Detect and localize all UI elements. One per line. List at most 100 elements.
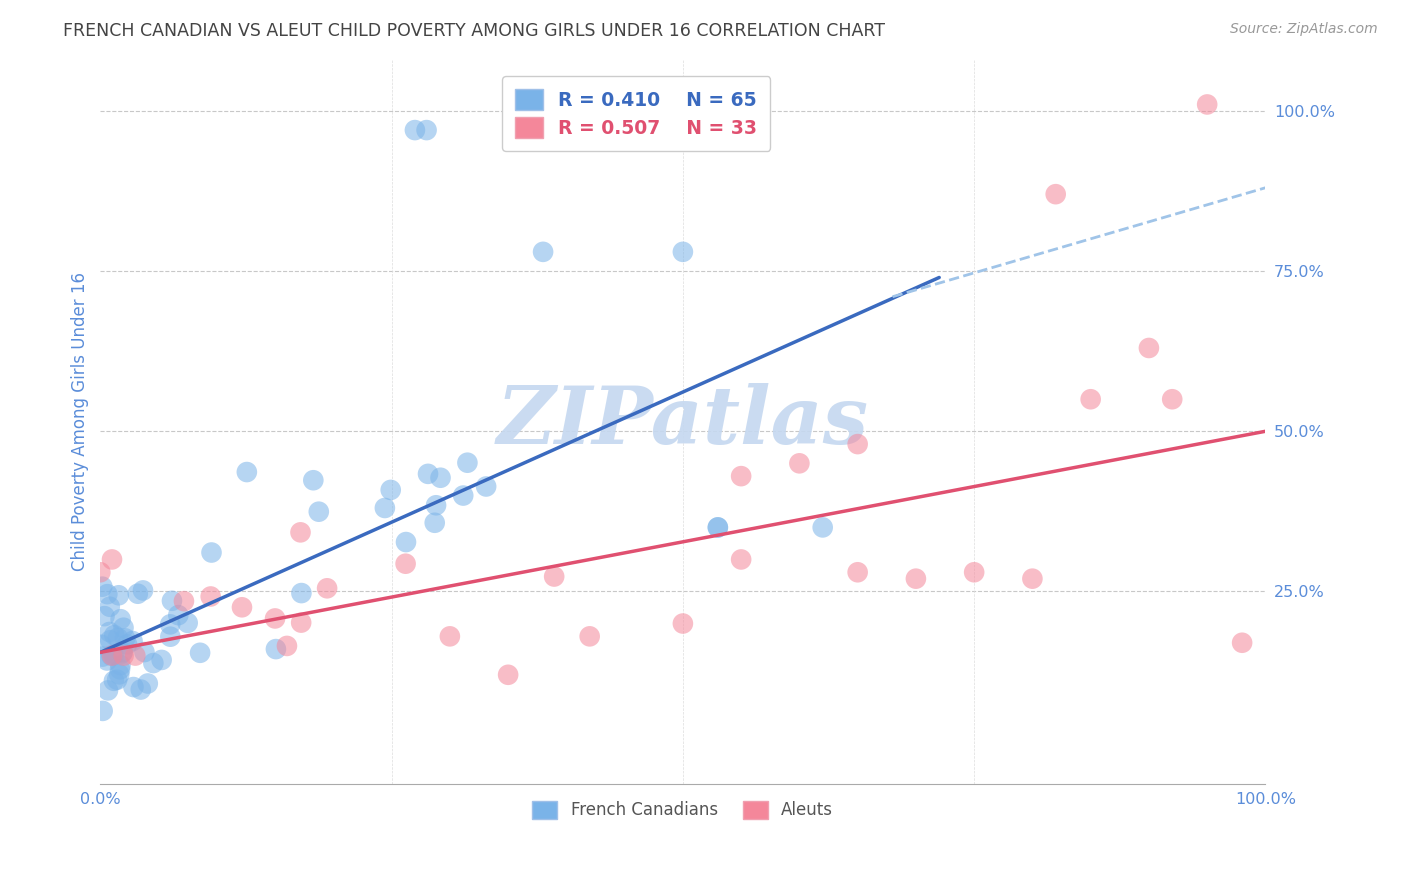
- Aleuts: [1045, 187, 1067, 202]
- French Canadians: [425, 498, 447, 512]
- Aleuts: [1161, 392, 1184, 407]
- French Canadians: [308, 505, 330, 519]
- Aleuts: [112, 648, 135, 663]
- French Canadians: [103, 648, 125, 663]
- French Canadians: [429, 471, 451, 485]
- French Canadians: [97, 683, 120, 698]
- French Canadians: [129, 682, 152, 697]
- Aleuts: [730, 552, 752, 566]
- French Canadians: [122, 680, 145, 694]
- Aleuts: [904, 572, 927, 586]
- French Canadians: [100, 648, 122, 663]
- Aleuts: [290, 525, 312, 540]
- French Canadians: [134, 645, 156, 659]
- French Canadians: [93, 609, 115, 624]
- French Canadians: [416, 467, 439, 481]
- French Canadians: [112, 621, 135, 635]
- French Canadians: [159, 630, 181, 644]
- Aleuts: [846, 566, 869, 580]
- French Canadians: [395, 535, 418, 549]
- Aleuts: [846, 437, 869, 451]
- French Canadians: [115, 637, 138, 651]
- Aleuts: [1080, 392, 1102, 407]
- French Canadians: [91, 580, 114, 594]
- French Canadians: [672, 244, 695, 259]
- Aleuts: [200, 590, 222, 604]
- Text: ZIPatlas: ZIPatlas: [496, 383, 869, 460]
- French Canadians: [111, 647, 134, 661]
- French Canadians: [475, 479, 498, 493]
- French Canadians: [142, 656, 165, 670]
- French Canadians: [103, 673, 125, 688]
- French Canadians: [98, 633, 121, 648]
- French Canadians: [132, 583, 155, 598]
- French Canadians: [96, 653, 118, 667]
- French Canadians: [127, 587, 149, 601]
- French Canadians: [707, 520, 730, 534]
- Aleuts: [231, 600, 253, 615]
- French Canadians: [107, 631, 129, 645]
- French Canadians: [91, 649, 114, 664]
- Aleuts: [1137, 341, 1160, 355]
- Aleuts: [276, 639, 298, 653]
- Aleuts: [543, 569, 565, 583]
- Aleuts: [1230, 636, 1253, 650]
- Text: FRENCH CANADIAN VS ALEUT CHILD POVERTY AMONG GIRLS UNDER 16 CORRELATION CHART: FRENCH CANADIAN VS ALEUT CHILD POVERTY A…: [63, 22, 886, 40]
- French Canadians: [90, 638, 112, 652]
- French Canadians: [96, 587, 118, 601]
- French Canadians: [91, 704, 114, 718]
- French Canadians: [423, 516, 446, 530]
- French Canadians: [114, 632, 136, 646]
- French Canadians: [160, 594, 183, 608]
- French Canadians: [159, 617, 181, 632]
- French Canadians: [531, 244, 554, 259]
- French Canadians: [811, 520, 834, 534]
- French Canadians: [98, 624, 121, 639]
- French Canadians: [167, 608, 190, 623]
- Text: Source: ZipAtlas.com: Source: ZipAtlas.com: [1230, 22, 1378, 37]
- Aleuts: [101, 648, 124, 663]
- Aleuts: [1021, 572, 1043, 586]
- French Canadians: [451, 489, 474, 503]
- French Canadians: [150, 653, 173, 667]
- Aleuts: [672, 616, 695, 631]
- French Canadians: [302, 473, 325, 487]
- Aleuts: [394, 557, 416, 571]
- Aleuts: [789, 456, 811, 470]
- Aleuts: [730, 469, 752, 483]
- French Canadians: [110, 612, 132, 626]
- Aleuts: [316, 582, 339, 596]
- French Canadians: [374, 500, 396, 515]
- Y-axis label: Child Poverty Among Girls Under 16: Child Poverty Among Girls Under 16: [72, 272, 89, 571]
- Aleuts: [173, 594, 195, 608]
- French Canadians: [380, 483, 402, 497]
- Aleuts: [578, 629, 600, 643]
- French Canadians: [456, 456, 478, 470]
- French Canadians: [105, 673, 128, 687]
- French Canadians: [107, 588, 129, 602]
- French Canadians: [108, 667, 131, 681]
- French Canadians: [121, 634, 143, 648]
- French Canadians: [264, 642, 287, 657]
- French Canadians: [103, 628, 125, 642]
- French Canadians: [290, 586, 312, 600]
- Legend: French Canadians, Aleuts: French Canadians, Aleuts: [526, 794, 839, 826]
- French Canadians: [404, 123, 426, 137]
- French Canadians: [188, 646, 211, 660]
- Aleuts: [124, 648, 146, 663]
- French Canadians: [110, 658, 132, 673]
- French Canadians: [176, 615, 198, 630]
- French Canadians: [108, 662, 131, 676]
- Aleuts: [496, 667, 519, 681]
- Aleuts: [1197, 97, 1219, 112]
- French Canadians: [200, 545, 222, 559]
- French Canadians: [236, 465, 259, 479]
- French Canadians: [111, 645, 134, 659]
- Aleuts: [439, 629, 461, 643]
- French Canadians: [415, 123, 437, 137]
- Aleuts: [290, 615, 312, 630]
- Aleuts: [89, 566, 111, 580]
- French Canadians: [136, 676, 159, 690]
- Aleuts: [963, 566, 986, 580]
- Aleuts: [101, 552, 124, 566]
